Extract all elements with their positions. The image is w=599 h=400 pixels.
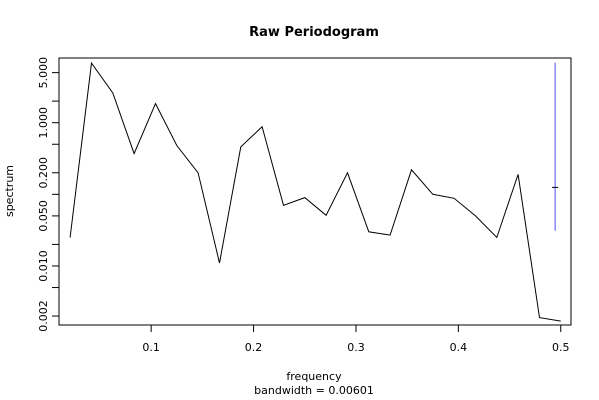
plot-frame bbox=[58, 57, 572, 326]
y-tick-label: 0.200 bbox=[37, 157, 50, 189]
series-layer bbox=[69, 61, 561, 322]
x-tick-label: 0.2 bbox=[245, 341, 263, 354]
y-axis: 0.002 0.010 0.050 0.200 1.000 5.000 bbox=[37, 57, 59, 332]
y-tick-label: 0.002 bbox=[37, 300, 50, 332]
x-axis: 0.1 0.2 0.3 0.4 0.5 bbox=[142, 325, 570, 354]
y-tick-label: 1.000 bbox=[37, 107, 50, 139]
y-tick-label: 0.050 bbox=[37, 200, 50, 232]
spectrum-line bbox=[69, 61, 561, 322]
x-tick-label: 0.3 bbox=[347, 341, 365, 354]
bandwidth-label: bandwidth = 0.00601 bbox=[254, 384, 374, 397]
x-tick-label: 0.4 bbox=[450, 341, 468, 354]
x-tick-label: 0.1 bbox=[142, 341, 160, 354]
y-tick-label: 5.000 bbox=[37, 57, 50, 89]
y-axis-label: spectrum bbox=[3, 165, 16, 217]
y-tick-label: 0.010 bbox=[37, 250, 50, 282]
bandwidth-marker bbox=[552, 62, 559, 231]
chart-title: Raw Periodogram bbox=[249, 25, 379, 40]
x-axis-label: frequency bbox=[286, 370, 342, 383]
x-tick-label: 0.5 bbox=[552, 341, 570, 354]
